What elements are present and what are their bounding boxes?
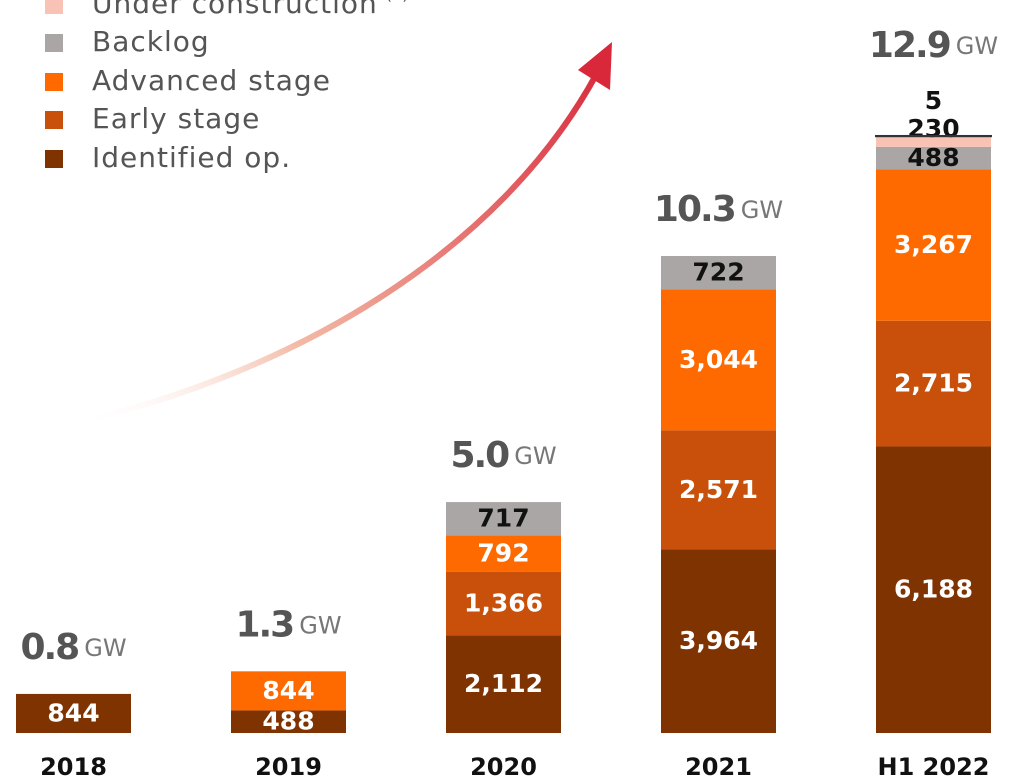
total-value: 5.0 <box>450 435 509 476</box>
total-label: 1.3 GW <box>235 604 341 645</box>
bar-segment <box>661 289 776 431</box>
bar-segment <box>16 693 131 733</box>
total-value: 10.3 <box>654 189 735 230</box>
x-tick-label: H1 2022 <box>878 753 990 781</box>
bar-segment <box>661 430 776 550</box>
data-label: 488 <box>262 707 314 736</box>
x-tick-label: 2021 <box>685 753 752 781</box>
legend-label: Early stage <box>92 102 260 135</box>
legend-label: Backlog <box>92 25 210 58</box>
arrow-head <box>578 42 612 90</box>
x-tick-label: 2018 <box>40 753 107 781</box>
total-label: 5.0 GW <box>450 435 556 476</box>
total-value: 0.8 <box>20 627 78 668</box>
data-label: 5 <box>925 86 942 115</box>
bar-segment <box>876 146 991 170</box>
data-label: 2,112 <box>464 669 543 698</box>
bar-segment <box>446 535 561 572</box>
total-value: 12.9 <box>869 25 950 66</box>
data-label: 3,964 <box>679 626 758 655</box>
bar-segment <box>876 446 991 733</box>
total-unit: GW <box>84 634 126 662</box>
data-label: 722 <box>692 258 744 287</box>
bar-segment <box>876 320 991 447</box>
total-label: 10.3 GW <box>654 189 783 230</box>
data-label: 488 <box>907 143 959 172</box>
total-label: 12.9 GW <box>869 25 998 66</box>
data-label: 3,044 <box>679 345 758 374</box>
legend-swatch <box>45 150 63 168</box>
x-tick-label: 2019 <box>255 753 322 781</box>
data-label: 2,571 <box>679 475 758 504</box>
bar-segment <box>446 571 561 636</box>
total-value: 1.3 <box>235 604 293 645</box>
legend-note: (1) <box>386 0 409 4</box>
total-unit: GW <box>299 611 341 639</box>
data-label: 844 <box>262 676 314 705</box>
data-label: 3,267 <box>894 230 973 259</box>
legend-swatch <box>45 73 63 91</box>
bar-segment <box>231 710 346 733</box>
legend-swatch <box>45 0 63 14</box>
data-label: 1,366 <box>464 589 543 618</box>
total-unit: GW <box>956 32 998 60</box>
bar-segment <box>231 671 346 711</box>
total-unit: GW <box>741 196 783 224</box>
total-label: 0.8 GW <box>20 627 126 668</box>
legend-label: Advanced stage <box>92 64 331 97</box>
bar-segment <box>876 136 991 147</box>
data-label: 792 <box>477 539 529 568</box>
legend-swatch <box>45 111 63 129</box>
legend-swatch <box>45 34 63 52</box>
data-label: 717 <box>477 504 529 533</box>
bar-segment <box>876 169 991 321</box>
data-label: 2,715 <box>894 369 973 398</box>
legend-label: Under construction <box>92 0 378 20</box>
data-label: 230 <box>907 114 959 143</box>
bar-segment <box>446 635 561 733</box>
legend-label: Identified op. <box>92 141 291 174</box>
bar-segment <box>661 549 776 733</box>
growth-arrow <box>79 73 599 425</box>
bar-segment <box>661 256 776 290</box>
total-unit: GW <box>514 442 556 470</box>
data-label: 844 <box>47 698 99 727</box>
x-tick-label: 2020 <box>470 753 537 781</box>
data-label: 6,188 <box>894 575 973 604</box>
bar-segment <box>446 502 561 536</box>
